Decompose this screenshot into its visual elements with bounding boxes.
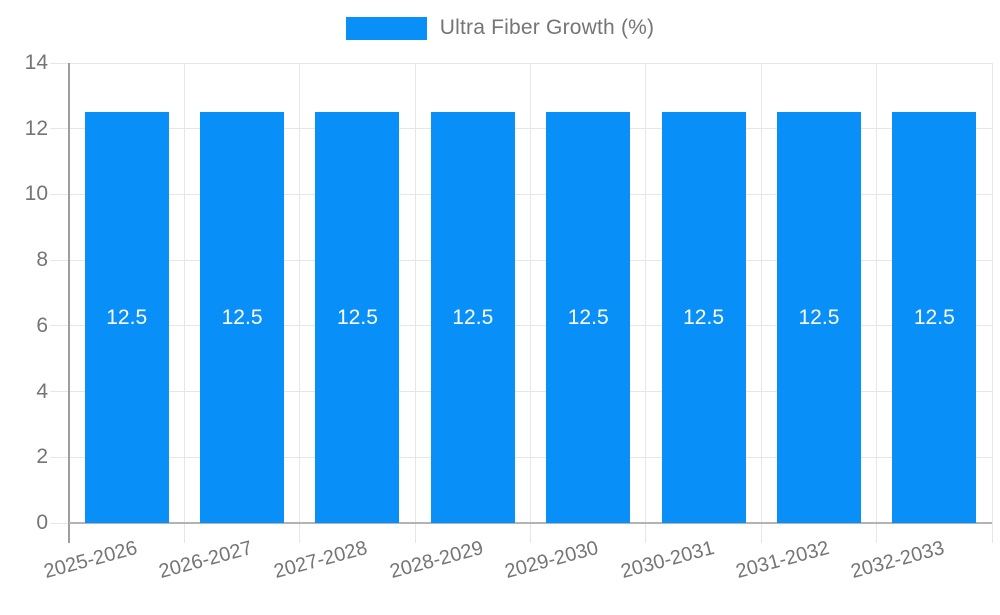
bar-value-label: 12.5 <box>452 305 494 329</box>
y-gridline <box>50 259 992 261</box>
plot-area: 0 2 4 6 8 10 12 14 12.5 12.5 12.5 12.5 12.5 12.5 12.5 1… <box>24 51 993 583</box>
bar[interactable]: 12.5 <box>546 112 631 523</box>
x-gridline <box>530 63 531 543</box>
y-axis-tick-label: 14 <box>24 51 48 74</box>
legend-label: Ultra Fiber Growth (%) <box>439 16 655 39</box>
x-gridline <box>414 63 416 543</box>
bar[interactable]: 12.5 <box>200 112 285 523</box>
x-gridline <box>876 63 878 543</box>
bar[interactable]: 12.5 <box>661 112 746 523</box>
x-axis-line <box>69 522 992 524</box>
y-gridline <box>50 128 992 130</box>
x-gridline <box>645 63 647 543</box>
x-gridline <box>991 63 993 543</box>
x-gridline <box>183 63 185 543</box>
y-axis-tick-label: 8 <box>36 248 48 272</box>
bar[interactable]: 12.5 <box>84 112 169 523</box>
bar[interactable]: 12.5 <box>430 112 515 523</box>
y-axis-tick-label: 4 <box>36 379 48 403</box>
y-gridline <box>50 62 992 64</box>
y-axis-tick-label: 10 <box>24 182 48 206</box>
bar-value-label: 12.5 <box>337 305 378 329</box>
y-axis-tick-label: 0 <box>36 511 48 534</box>
y-gridline <box>50 456 992 458</box>
y-gridline <box>50 391 992 393</box>
y-gridline <box>50 193 992 195</box>
x-gridline <box>299 63 301 543</box>
bar-value-label: 12.5 <box>683 305 724 329</box>
y-axis-tick-label: 6 <box>36 313 48 337</box>
bar-value-label: 12.5 <box>798 305 840 329</box>
x-gridline <box>760 63 762 543</box>
bar-value-label: 12.5 <box>913 305 955 329</box>
legend: Ultra Fiber Growth (%) <box>0 16 1000 40</box>
bar[interactable]: 12.5 <box>892 112 977 523</box>
bar[interactable]: 12.5 <box>315 112 400 523</box>
bar[interactable]: 12.5 <box>776 112 861 523</box>
y-axis-tick-label: 2 <box>36 445 48 469</box>
bar-value-label: 12.5 <box>567 305 609 329</box>
chart-container: Ultra Fiber Growth (%) 0 2 4 6 8 10 12 14 12.5 12… <box>0 16 1000 584</box>
y-axis-tick-label: 12 <box>24 116 48 140</box>
bar-value-label: 12.5 <box>106 305 148 329</box>
bar-value-label: 12.5 <box>221 305 263 329</box>
y-axis-line <box>68 63 70 543</box>
legend-swatch-icon <box>345 16 427 40</box>
legend-item[interactable]: Ultra Fiber Growth (%) <box>345 16 655 40</box>
y-gridline <box>50 325 992 327</box>
